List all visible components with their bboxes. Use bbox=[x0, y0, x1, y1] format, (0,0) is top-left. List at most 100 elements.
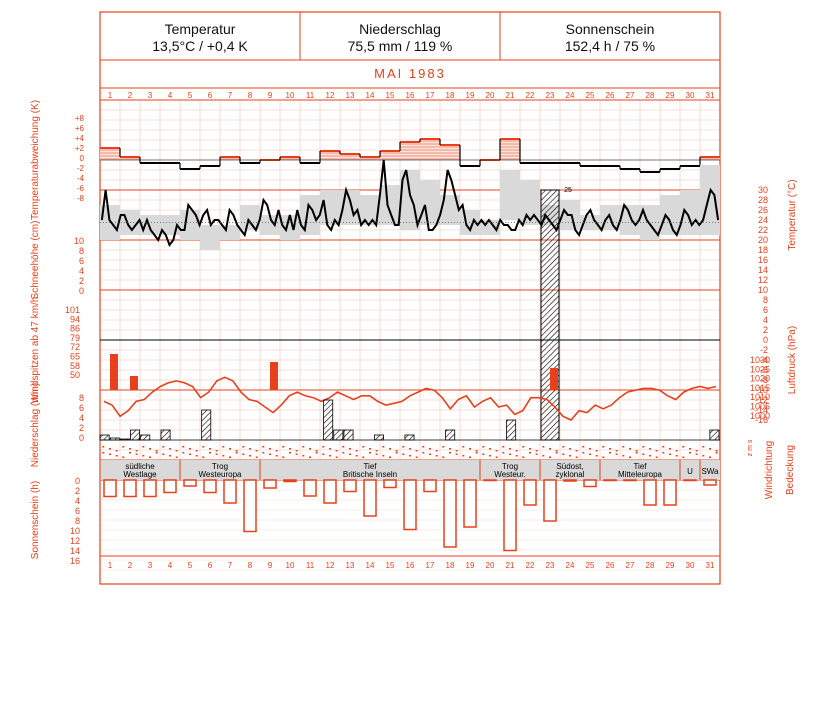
wind-direction-mark bbox=[269, 448, 271, 450]
wind-direction-mark bbox=[295, 450, 298, 452]
wind-direction-mark bbox=[595, 450, 598, 452]
day-label-top: 15 bbox=[386, 91, 395, 100]
wind-direction-mark bbox=[662, 446, 665, 448]
cloud-cover-mark bbox=[309, 456, 311, 458]
wind-direction-mark bbox=[495, 450, 498, 452]
sunshine-tick: 8 bbox=[75, 516, 80, 526]
wind-direction-mark bbox=[602, 446, 605, 448]
sunshine-bar bbox=[683, 479, 697, 482]
snow-tick: 10 bbox=[74, 236, 84, 246]
temperature-range-bar bbox=[360, 195, 380, 225]
day-label-top: 16 bbox=[406, 91, 415, 100]
weather-type-label: SWa bbox=[701, 467, 719, 476]
sunshine-tick: 6 bbox=[75, 506, 80, 516]
sunshine-bar bbox=[263, 479, 277, 489]
temperature-tick: 18 bbox=[758, 245, 768, 255]
sunshine-tick: 10 bbox=[70, 526, 80, 536]
weather-type-label: Tief bbox=[363, 462, 377, 471]
cloud-cover-mark bbox=[449, 452, 451, 454]
anomaly-fill bbox=[120, 157, 140, 160]
day-label-top: 23 bbox=[546, 91, 555, 100]
pressure-tick: 1020 bbox=[750, 374, 770, 384]
cloud-cover-mark bbox=[215, 453, 218, 455]
pressure-tick: 1005 bbox=[750, 402, 770, 412]
day-label-top: 27 bbox=[626, 91, 635, 100]
sunshine-bar bbox=[343, 479, 357, 493]
precip-tick: 6 bbox=[79, 403, 84, 413]
wind-direction-mark bbox=[109, 448, 111, 450]
cloud-cover-mark bbox=[655, 456, 658, 458]
cloud-cover-mark bbox=[649, 455, 651, 457]
pressure-tick: 1025 bbox=[750, 364, 770, 374]
right-axis-title: Luftdruck (hPa) bbox=[787, 326, 798, 394]
wind-direction-mark bbox=[542, 446, 545, 448]
sunshine-bar bbox=[423, 479, 437, 493]
day-label-bottom: 23 bbox=[546, 561, 555, 570]
wind-direction-mark bbox=[489, 448, 491, 450]
wind-direction-mark bbox=[262, 446, 265, 448]
temperature-tick: 28 bbox=[758, 195, 768, 205]
wind-direction-mark bbox=[695, 450, 698, 452]
anomaly-tick: -6 bbox=[77, 184, 85, 193]
day-label-top: 8 bbox=[248, 91, 253, 100]
temperature-tick: 6 bbox=[763, 305, 768, 315]
day-label-bottom: 14 bbox=[366, 561, 375, 570]
cloud-cover-mark bbox=[102, 452, 105, 454]
wind-direction-mark bbox=[482, 446, 485, 448]
wind-tick: 101 bbox=[65, 305, 80, 315]
cloud-cover-mark bbox=[635, 452, 638, 454]
wind-direction-mark bbox=[469, 448, 471, 450]
wind-direction-mark bbox=[175, 450, 178, 452]
day-label-bottom: 16 bbox=[406, 561, 415, 570]
wind-direction-mark bbox=[402, 446, 405, 448]
sunshine-bar bbox=[503, 479, 517, 552]
sunshine-bar bbox=[663, 479, 677, 506]
wind-direction-mark bbox=[129, 448, 131, 450]
wind-direction-mark bbox=[535, 450, 538, 452]
day-label-top: 10 bbox=[286, 91, 295, 100]
day-label-bottom: 21 bbox=[506, 561, 515, 570]
precip-bar bbox=[445, 429, 456, 441]
temperature-tick: 14 bbox=[758, 265, 768, 275]
cloud-cover-mark bbox=[335, 456, 338, 458]
cloud-cover-mark bbox=[249, 455, 251, 457]
snow-tick: 0 bbox=[79, 286, 84, 296]
cloud-cover-mark bbox=[429, 453, 431, 455]
precip-bar bbox=[140, 434, 151, 441]
anomaly-fill bbox=[340, 154, 360, 160]
wind-tick: 72 bbox=[70, 342, 80, 352]
temperature-line bbox=[100, 159, 720, 248]
temperature-tick: 0 bbox=[763, 335, 768, 345]
wind-direction-mark bbox=[689, 448, 691, 450]
right-axis-title: Bedeckung bbox=[785, 445, 796, 495]
sunshine-tick: 4 bbox=[75, 496, 80, 506]
wind-direction-mark bbox=[255, 450, 258, 452]
sunshine-bar bbox=[383, 479, 397, 489]
wind-tick: 94 bbox=[70, 314, 80, 324]
day-label-top: 22 bbox=[526, 91, 535, 100]
day-label-bottom: 26 bbox=[606, 561, 615, 570]
wind-tick: 86 bbox=[70, 324, 80, 334]
wind-direction-mark bbox=[635, 450, 638, 452]
snow-peak-label: 25 bbox=[564, 187, 572, 194]
precip-tick: 4 bbox=[79, 413, 84, 423]
precip-tick: 8 bbox=[79, 393, 84, 403]
wind-direction-mark bbox=[582, 446, 585, 448]
temperature-tick: 16 bbox=[758, 255, 768, 265]
sunshine-bar bbox=[243, 479, 257, 533]
day-label-top: 31 bbox=[706, 91, 715, 100]
anomaly-tick: -8 bbox=[77, 194, 85, 203]
wind-direction-mark bbox=[555, 450, 558, 452]
cloud-cover-mark bbox=[629, 456, 631, 458]
cloud-cover-mark bbox=[715, 452, 718, 454]
summary-sunshine-label: Sonnenschein bbox=[565, 21, 655, 37]
temperature-tick: -16 bbox=[755, 415, 768, 425]
wind-direction-mark bbox=[682, 446, 685, 448]
wind-direction-mark bbox=[342, 446, 345, 448]
weather-type-label: Westeuropa bbox=[199, 470, 243, 479]
weather-type-label: Tief bbox=[633, 462, 647, 471]
left-axis-title: Niederschlag (mm) bbox=[30, 383, 41, 467]
cloud-cover-mark bbox=[162, 453, 165, 455]
wind-direction-mark bbox=[522, 446, 525, 448]
cloud-cover-mark bbox=[289, 452, 291, 454]
